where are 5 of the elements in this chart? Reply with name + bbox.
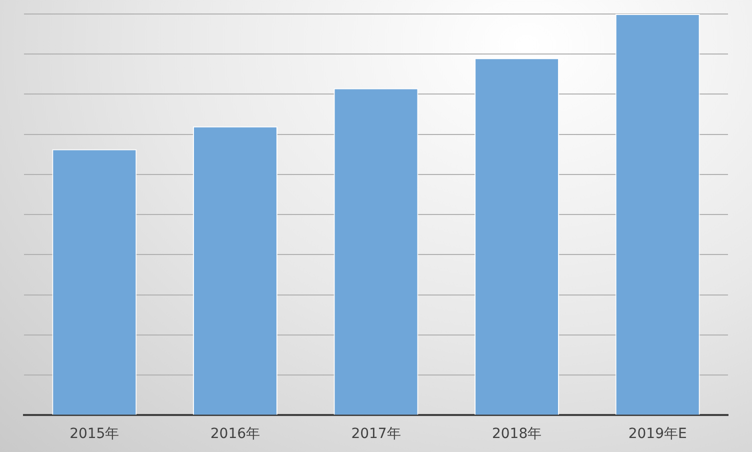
x-tick-label: 2018年 <box>492 426 542 442</box>
x-tick-label: 2019年E <box>628 426 687 442</box>
x-tick-label: 2017年 <box>351 426 401 442</box>
x-tick-label: 2016年 <box>210 426 260 442</box>
x-tick-label: 2015年 <box>70 426 120 442</box>
